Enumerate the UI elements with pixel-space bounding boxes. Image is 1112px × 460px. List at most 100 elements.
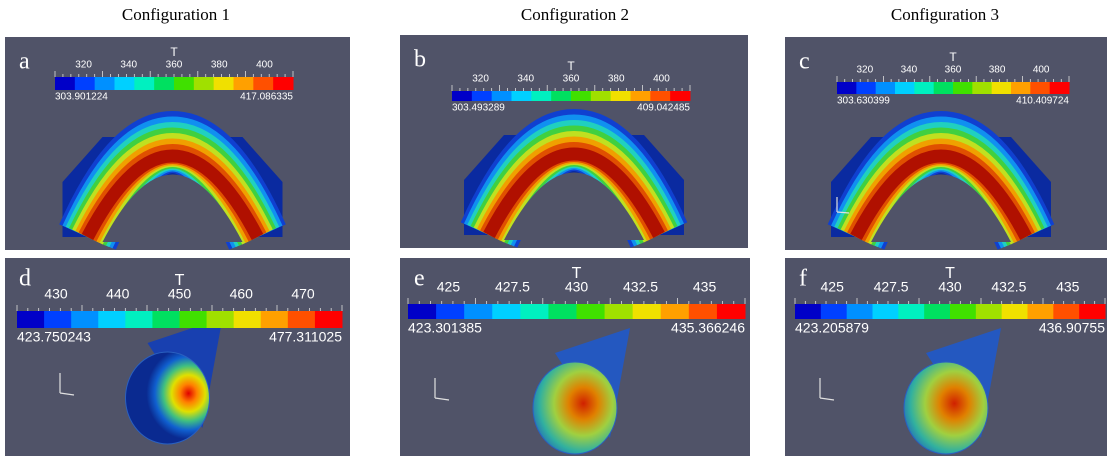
colorbar-segment — [1011, 82, 1031, 94]
colorbar-segment — [17, 311, 45, 328]
colorbar-max: 436.90755 — [1039, 320, 1105, 336]
panel-letter: f — [799, 266, 807, 292]
colorbar-segment — [898, 304, 924, 319]
colorbar-tick-label: 320 — [75, 60, 92, 71]
colorbar-segment — [605, 304, 634, 319]
colorbar-segment — [154, 77, 174, 90]
colorbar-segment — [611, 91, 631, 101]
colorbar-tick-label: 427.5 — [495, 279, 530, 295]
colorbar-max: 477.311025 — [269, 329, 342, 345]
colorbar-segment — [71, 311, 99, 328]
colorbar-tick-label: 320 — [472, 74, 489, 85]
colorbar-segment — [472, 91, 492, 101]
colorbar-min: 423.301385 — [408, 320, 482, 336]
colorbar-segment — [234, 77, 254, 90]
colorbar-tick-label: 360 — [563, 74, 580, 85]
colorbar-segment — [689, 304, 718, 319]
colorbar-tick-label: 400 — [1033, 65, 1050, 76]
colorbar-segment — [950, 304, 976, 319]
colorbar-segment — [180, 311, 208, 328]
colorbar-tick-label: 425 — [437, 279, 461, 295]
colorbar-segment — [134, 77, 154, 90]
colorbar-segment — [492, 91, 512, 101]
cone-face — [126, 352, 210, 444]
colorbar-segment — [261, 311, 289, 328]
colorbar-segment — [125, 311, 153, 328]
colorbar-segment — [464, 304, 493, 319]
colorbar-segment — [273, 77, 293, 90]
colorbar-segment — [633, 304, 662, 319]
colorbar-segment — [95, 77, 115, 90]
colorbar-tick-label: 430 — [44, 286, 68, 302]
figure: Configuration 1Configuration 2Configurat… — [0, 0, 1112, 460]
colorbar-segment — [795, 304, 821, 319]
colorbar-min: 423.205879 — [795, 320, 869, 336]
colorbar-tick-label: 427.5 — [874, 279, 909, 295]
colorbar-segment — [717, 304, 746, 319]
colorbar-segment — [934, 82, 954, 94]
cone-face — [533, 362, 617, 454]
colorbar-segment — [837, 82, 857, 94]
colorbar-tick-label: 435 — [693, 279, 717, 295]
colorbar-tick-label: 440 — [106, 286, 130, 302]
colorbar-segment — [1028, 304, 1054, 319]
colorbar-segment — [571, 91, 591, 101]
colorbar-segment — [492, 304, 521, 319]
colorbar-segment — [577, 304, 606, 319]
colorbar-tick-label: 380 — [989, 65, 1006, 76]
colorbar-max: 435.366246 — [671, 320, 745, 336]
colorbar-segment — [531, 91, 551, 101]
colorbar-segment — [548, 304, 577, 319]
colorbar-tick-label: 400 — [653, 74, 670, 85]
colorbar-tick-label: 432.5 — [991, 279, 1026, 295]
colorbar-segment — [194, 77, 214, 90]
colorbar-segment — [1002, 304, 1028, 319]
colorbar-segment — [288, 311, 316, 328]
colorbar-segment — [98, 311, 126, 328]
colorbar-tick-label: 340 — [120, 60, 137, 71]
colorbar-segment — [512, 91, 532, 101]
colorbar-tick-label: 430 — [938, 279, 962, 295]
colorbar-segment — [207, 311, 235, 328]
colorbar-tick-label: 450 — [168, 286, 192, 302]
colorbar-segment — [152, 311, 180, 328]
colorbar-segment — [75, 77, 95, 90]
colorbar-title: T — [567, 59, 575, 73]
panel-letter: b — [414, 47, 426, 73]
colorbar-segment — [436, 304, 465, 319]
colorbar-tick-label: 380 — [211, 60, 228, 71]
colorbar-segment — [315, 311, 343, 328]
colorbar-title: T — [949, 50, 957, 64]
panel: cT320340360380400303.630399410.409724 — [785, 37, 1107, 250]
colorbar-segment — [115, 77, 135, 90]
colorbar-max: 410.409724 — [1016, 96, 1069, 107]
colorbar-segment — [953, 82, 973, 94]
colorbar-tick-label: 470 — [291, 286, 315, 302]
panel-letter: e — [414, 266, 425, 292]
colorbar-min: 303.630399 — [837, 96, 890, 107]
colorbar-segment — [214, 77, 234, 90]
colorbar-tick-label: 320 — [856, 65, 873, 76]
colorbar-segment — [976, 304, 1002, 319]
column-title: Configuration 1 — [122, 5, 230, 24]
colorbar-segment — [55, 77, 75, 90]
colorbar-tick-label: 360 — [945, 65, 962, 76]
colorbar-segment — [234, 311, 262, 328]
colorbar-tick-label: 400 — [256, 60, 273, 71]
colorbar-segment — [873, 304, 899, 319]
colorbar-segment — [452, 91, 472, 101]
colorbar-segment — [895, 82, 915, 94]
colorbar-segment — [924, 304, 950, 319]
cone-face — [904, 362, 988, 454]
colorbar-segment — [253, 77, 273, 90]
colorbar-min: 303.493289 — [452, 103, 505, 114]
panel-letter: a — [19, 49, 30, 75]
colorbar-segment — [1050, 82, 1070, 94]
figure-canvas: Configuration 1Configuration 2Configurat… — [0, 0, 1112, 460]
column-title: Configuration 2 — [521, 5, 629, 24]
colorbar-tick-label: 460 — [230, 286, 254, 302]
